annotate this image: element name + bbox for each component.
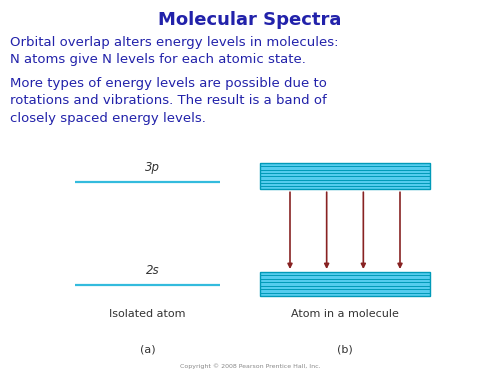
Text: Molecular Spectra: Molecular Spectra [158, 11, 342, 29]
Text: (a): (a) [140, 345, 156, 355]
Text: More types of energy levels are possible due to
rotations and vibrations. The re: More types of energy levels are possible… [10, 77, 327, 125]
Text: Orbital overlap alters energy levels in molecules:
N atoms give N levels for eac: Orbital overlap alters energy levels in … [10, 36, 338, 66]
Text: Copyright © 2008 Pearson Prentice Hall, Inc.: Copyright © 2008 Pearson Prentice Hall, … [180, 364, 320, 369]
Text: Isolated atom: Isolated atom [109, 309, 186, 320]
Bar [260, 272, 430, 296]
Text: Atom in a molecule: Atom in a molecule [291, 309, 399, 320]
Text: 2s: 2s [146, 264, 160, 277]
Text: (b): (b) [337, 345, 353, 355]
Text: 3p: 3p [145, 160, 160, 174]
Bar [260, 163, 430, 189]
